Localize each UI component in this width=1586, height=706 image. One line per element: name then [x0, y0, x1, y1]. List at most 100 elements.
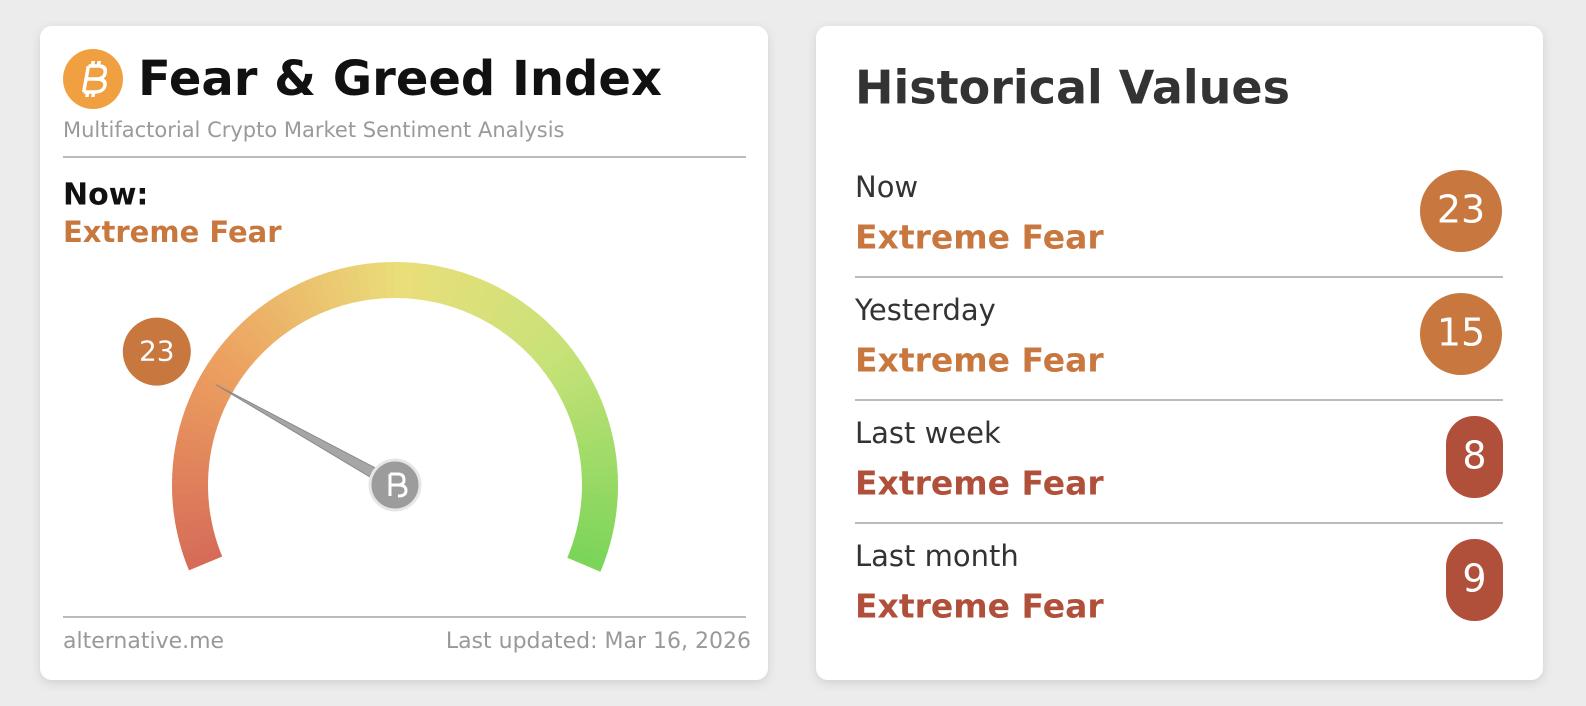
row-classification: Extreme Fear [855, 218, 1104, 257]
gauge-arc-segment [564, 390, 602, 415]
row-value: 23 [1437, 188, 1485, 232]
gauge-arc-segment [451, 272, 473, 310]
value-badge [1420, 293, 1502, 375]
gauge-arc-segment [532, 334, 567, 366]
gauge-arc-segment [179, 416, 218, 437]
row-classification: Extreme Fear [855, 587, 1104, 626]
gauge-arc-segment [337, 266, 356, 305]
gauge-arc-segment [292, 282, 318, 320]
gauge-arc-segment [502, 302, 532, 338]
gauge-arc-segment [375, 262, 389, 299]
gauge-arc-segment [581, 493, 618, 506]
gauge-arc-segment [577, 517, 615, 535]
now-classification: Extreme Fear [63, 215, 282, 249]
gauge-arc-segment [192, 380, 230, 407]
gauge: 23 [122, 262, 618, 572]
last-updated: Last updated: Mar 16, 2026 [446, 629, 751, 654]
gauge-arc-segment [224, 333, 259, 365]
gauge-arc-segment [212, 348, 248, 378]
row-value: 8 [1462, 434, 1486, 478]
gauge-arc-segment [435, 267, 455, 305]
gauge-arc-segment [172, 464, 209, 477]
value-badge [1420, 170, 1502, 252]
gauge-arc-segment [309, 274, 333, 313]
source: alternative.me [63, 629, 224, 654]
gauge-arc-segment [172, 491, 209, 505]
gauge-arc-segment [458, 275, 482, 313]
gauge-arc-segment [300, 278, 325, 316]
bitcoin-symbol [82, 61, 108, 97]
history-list: Now Extreme Fear 23 Yesterday Extreme Fear 15… [854, 170, 1503, 626]
gauge-value: 23 [139, 335, 175, 368]
gauge-arc-segment [508, 308, 540, 343]
history-title: Historical Values [855, 61, 1290, 115]
gauge-arc-segment [572, 533, 611, 554]
gauge-arc-segment [579, 446, 617, 462]
gauge-arc-segment [237, 319, 270, 353]
gauge-arc-segment [172, 499, 210, 515]
gauge-arc-segment [481, 287, 508, 324]
gauge-arc-segment [527, 327, 561, 360]
gauge-arc-segment [556, 373, 594, 400]
gauge-arc-segment [175, 435, 213, 453]
row-label: Yesterday [854, 293, 996, 327]
gauge-arc-segment [173, 444, 212, 461]
gauge-arc-segment [419, 263, 436, 302]
gauge-arc-segment [580, 501, 618, 516]
gauge-arc-segment [515, 314, 547, 349]
row-classification: Extreme Fear [855, 341, 1104, 380]
row-label: Last week [855, 416, 1001, 450]
gauge-arc-segment [567, 399, 606, 423]
gauge-arc-segment [580, 455, 618, 471]
gauge-arc-segment [521, 320, 554, 354]
gauge-arc-segment [581, 465, 618, 479]
gauge-arc-segment [177, 425, 215, 445]
hub-bitcoin-symbol [388, 472, 408, 498]
gauge-arc-segment [403, 262, 416, 299]
history-card [816, 26, 1543, 680]
card-title: Fear & Greed Index [138, 51, 662, 107]
gauge-arc-segment [181, 539, 220, 562]
gauge-arc-segment [179, 532, 217, 553]
gauge-arc-segment [570, 541, 608, 563]
gauge-arc-segment [365, 262, 381, 300]
gauge-arc-segment [259, 301, 289, 337]
gauge-arc-segment [488, 291, 517, 329]
gauge-arc-segment [327, 269, 348, 307]
gauge-arc-segment [577, 436, 615, 454]
gauge-arc-segment [267, 296, 296, 332]
gauge-arc-segment [188, 389, 227, 414]
gauge-arc-segment [575, 427, 614, 446]
gauge-arc-segment [570, 408, 609, 431]
gauge-arc-segment [176, 524, 215, 543]
gauge-arc-segment [466, 278, 491, 317]
gauge-arc-segment [443, 269, 464, 308]
gauge-arc-segment [495, 296, 525, 333]
gauge-arc-segment [411, 262, 426, 300]
gauge-arc-segment [560, 382, 598, 408]
gauge-arc-segment [548, 357, 584, 386]
gauge-arc-segment [184, 547, 223, 571]
gauge-arc-segment [573, 417, 611, 438]
gauge-arc-segment [218, 340, 253, 372]
row-classification: Extreme Fear [855, 464, 1104, 503]
gauge-arc-segment [575, 525, 613, 545]
row-value: 15 [1437, 311, 1485, 355]
gauge-arc-segment [172, 454, 210, 469]
gauge-arc-segment [206, 355, 243, 385]
gauge-arc-segment [185, 398, 223, 422]
gauge-arc-segment [182, 407, 220, 429]
gauge-arc-segment [356, 263, 372, 301]
value-badge [1446, 539, 1503, 621]
gauge-arc-segment [283, 286, 310, 324]
gauge-value-badge [122, 317, 191, 386]
gauge-arc-segment [201, 363, 239, 392]
value-badge [1446, 416, 1503, 498]
gauge-arc-segment [346, 265, 364, 303]
now-label: Now: [63, 178, 148, 213]
gauge-arc-segment [538, 341, 573, 373]
row-label: Now [855, 170, 918, 204]
gauge-arc-segment [173, 508, 211, 524]
